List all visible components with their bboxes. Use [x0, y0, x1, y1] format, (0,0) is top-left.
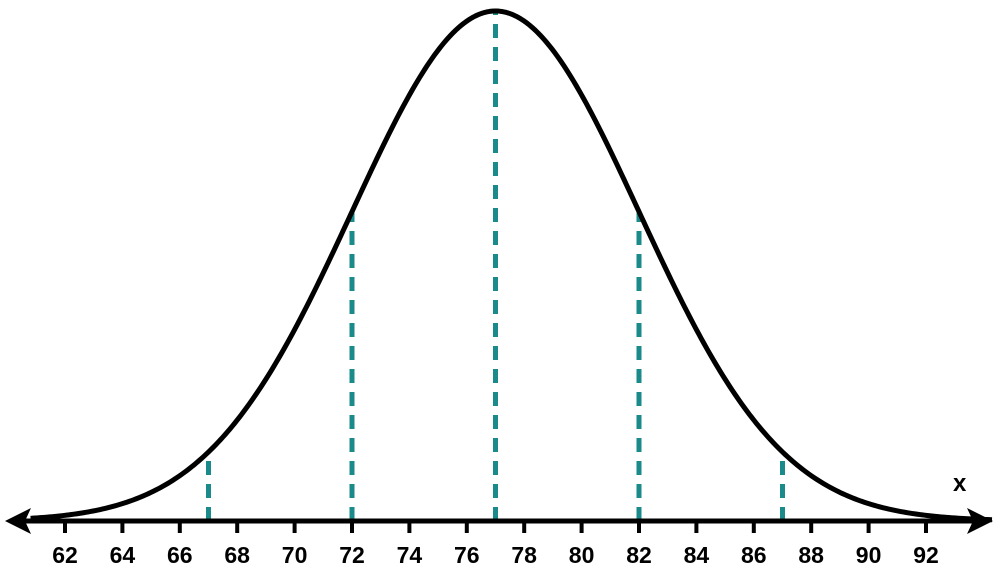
x-tick-label-62: 62 [52, 542, 78, 568]
x-tick-label-88: 88 [798, 542, 824, 568]
x-tick-label-90: 90 [856, 542, 882, 568]
x-axis [5, 508, 993, 534]
x-tick-label-82: 82 [626, 542, 652, 568]
x-axis-right-arrow [967, 508, 993, 534]
x-tick-label-70: 70 [282, 542, 308, 568]
x-tick-label-84: 84 [684, 542, 710, 568]
x-tick-label-74: 74 [397, 542, 423, 568]
curve-layer [30, 8, 993, 523]
x-ticks [63, 520, 928, 533]
x-tick-label-68: 68 [224, 542, 250, 568]
reference-lines [206, 11, 785, 521]
x-tick-label-86: 86 [741, 542, 767, 568]
x-tick-label-66: 66 [167, 542, 193, 568]
x-tick-label-76: 76 [454, 542, 480, 568]
normal-curve [30, 8, 993, 523]
x-tick-label-92: 92 [913, 542, 939, 568]
x-tick-label-72: 72 [339, 542, 365, 568]
x-axis-label: x [953, 470, 967, 497]
x-axis-left-arrow [5, 508, 31, 534]
x-tick-label-80: 80 [569, 542, 595, 568]
x-tick-label-78: 78 [511, 542, 537, 568]
x-tick-labels: 62 64 66 68 70 72 74 76 78 80 82 84 86 88 90 92 [52, 542, 939, 568]
x-tick-label-64: 64 [110, 542, 136, 568]
